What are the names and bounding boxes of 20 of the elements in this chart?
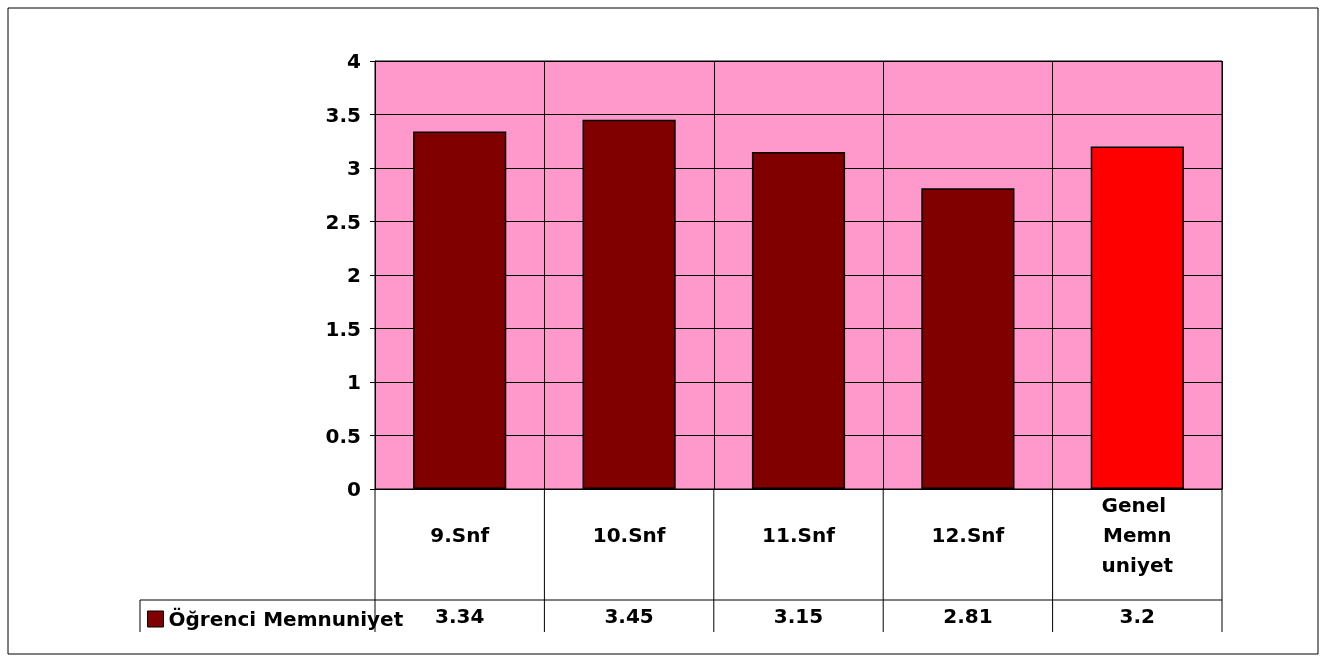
data-label: 3.34 [435, 604, 485, 628]
x-tick-label: Genel Memnuniyet [1101, 493, 1174, 577]
y-tick-label: 3.5 [325, 102, 361, 127]
y-tick-label: 0 [347, 477, 361, 501]
x-tick-label: 11.Snf [762, 523, 836, 547]
x-tick-label: 12.Snf [931, 523, 1005, 547]
data-label: 3.2 [1119, 604, 1156, 628]
y-tick-label: 1 [347, 370, 361, 394]
y-tick-label: 2.5 [325, 209, 361, 234]
y-tick-label: 0.5 [325, 423, 361, 448]
y-tick-label: 4 [347, 49, 361, 73]
y-tick-label: 1.5 [325, 316, 361, 341]
y-tick-label: 2 [347, 263, 361, 287]
legend-label: Öğrenci Memnuniyet [168, 607, 404, 631]
data-label: 3.15 [773, 604, 824, 628]
x-tick-label: 10.Snf [592, 523, 666, 547]
data-label: 2.81 [943, 604, 993, 628]
data-label: 3.45 [604, 604, 654, 628]
y-tick-label: 3 [347, 156, 361, 180]
x-tick-label: 9.Snf [430, 523, 490, 547]
